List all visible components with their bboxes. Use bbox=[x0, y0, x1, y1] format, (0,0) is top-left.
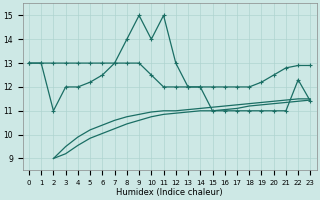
X-axis label: Humidex (Indice chaleur): Humidex (Indice chaleur) bbox=[116, 188, 223, 197]
